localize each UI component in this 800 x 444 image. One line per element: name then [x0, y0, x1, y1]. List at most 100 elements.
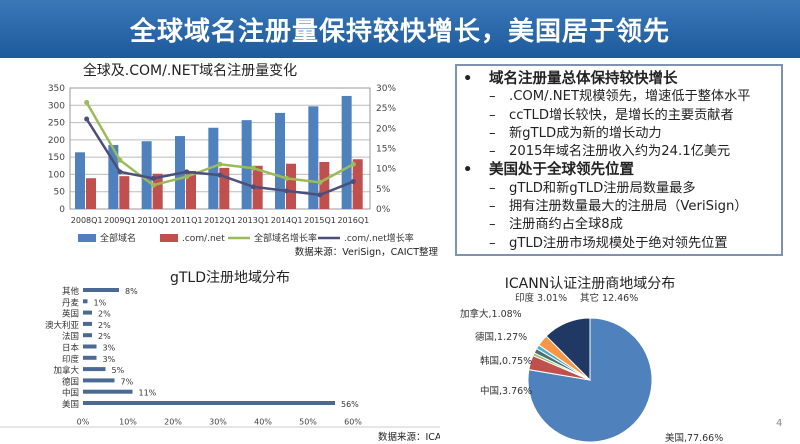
y-category-label: 加拿大 — [53, 365, 79, 376]
bar — [83, 344, 97, 349]
line-point — [250, 165, 256, 171]
chart-title: 全球及.COM/.NET域名注册量变化 — [83, 62, 297, 79]
line-point — [284, 188, 290, 194]
combo-chart: 全球及.COM/.NET域名注册量变化 0 50 100 150 200 250 300 350… — [48, 62, 439, 258]
bar — [83, 310, 92, 315]
chart-title: gTLD注册地域分布 — [170, 270, 290, 286]
slice-label: 韩国,0.75% — [480, 355, 532, 367]
line-point — [150, 182, 156, 188]
y-tick-label: 100 — [48, 170, 65, 180]
line-point — [317, 192, 323, 198]
sub-bullet-text: 注册商约占全球8成 — [509, 217, 623, 233]
x-tick-label: 2010Q1 — [137, 216, 169, 225]
data-label: 56% — [341, 400, 359, 409]
line-point — [350, 179, 356, 185]
slice-label: 加拿大,1.08% — [460, 308, 522, 320]
sub-bullet-marker: – — [489, 144, 496, 160]
x-tick-label: 2013Q1 — [237, 216, 269, 225]
x-tick-label: 2016Q1 — [337, 216, 369, 225]
y-category-label: 英国 — [62, 309, 79, 320]
sub-bullet-marker: – — [489, 235, 496, 251]
line-point — [184, 169, 190, 175]
bar — [83, 389, 133, 394]
x-tick-label: 50% — [299, 417, 317, 426]
y-category-label: 中国 — [62, 388, 79, 399]
data-label: 1% — [94, 298, 107, 307]
bar-all — [308, 106, 319, 209]
sub-bullet: – gTLD和新gTLD注册局数量最多 — [463, 180, 775, 198]
x-tick-label: 2008Q1 — [71, 216, 103, 225]
legend-label: 全部域名增长率 — [254, 232, 317, 244]
bullet-marker: • — [463, 71, 473, 87]
sub-bullet-marker: – — [489, 180, 496, 196]
line-point — [250, 184, 256, 190]
sub-bullet: – .COM/.NET规模领先，增速低于整体水平 — [463, 88, 775, 106]
sub-bullet: – 注册商约占全球8成 — [463, 216, 775, 234]
y-category-label: 澳大利亚 — [45, 320, 80, 331]
sub-bullet-marker: – — [489, 107, 496, 123]
x-tick-label: 2012Q1 — [204, 216, 236, 225]
summary-box: • 域名注册量总体保持较快增长 – .COM/.NET规模领先，增速低于整体水平 – cc… — [455, 64, 783, 256]
source-note: 数据来源：ICANN，CAICT整理 — [378, 431, 440, 443]
bar-comnet — [152, 173, 163, 209]
bar — [83, 288, 119, 292]
bar-all — [341, 95, 352, 209]
y2-tick-label: 25% — [376, 104, 396, 114]
bar — [83, 355, 97, 360]
x-tick-label: 10% — [119, 417, 137, 426]
bar-all — [275, 112, 285, 209]
bar-comnet — [219, 167, 230, 209]
legend-label: .com/.net增长率 — [344, 232, 414, 244]
slice-label: 德国,1.27% — [475, 331, 527, 343]
bar-all — [75, 152, 85, 209]
x-tick-label: 2011Q1 — [171, 216, 203, 225]
bar-comnet — [352, 159, 363, 209]
line-point — [84, 116, 90, 122]
slice-label: 其它 12.46% — [580, 292, 638, 304]
line-point — [84, 100, 90, 106]
y2-tick-label: 30% — [376, 84, 396, 94]
slide-title: 全球域名注册量保持较快增长，美国居于领先 — [0, 0, 800, 58]
y2-tick-label: 0% — [376, 205, 391, 215]
data-label: 11% — [139, 389, 157, 398]
pie-slice — [545, 317, 591, 382]
y2-tick-label: 20% — [376, 124, 396, 134]
y-tick-label: 250 — [48, 119, 65, 129]
y-category-label: 德国 — [62, 376, 79, 387]
y-category-label: 丹麦 — [62, 297, 80, 308]
slice-label: 印度 3.01% — [515, 292, 567, 304]
y-tick-label: 150 — [48, 153, 65, 163]
x-tick-label: 30% — [209, 417, 227, 426]
bullet-marker: • — [463, 162, 473, 179]
x-tick-label: 60% — [344, 417, 362, 426]
sub-bullet: – ccTLD增长较快，是增长的主要贡献者 — [463, 107, 775, 125]
line-point — [317, 179, 323, 185]
sub-bullet-text: .COM/.NET规模领先，增速低于整体水平 — [509, 89, 751, 105]
data-label: 5% — [112, 366, 125, 375]
bullet: • 域名注册量总体保持较快增长 — [463, 70, 775, 88]
bar — [83, 321, 92, 326]
y2-tick-label: 15% — [376, 145, 396, 155]
x-tick-label: 2015Q1 — [304, 216, 336, 225]
sub-bullet-text: gTLD注册市场规模处于绝对领先位置 — [509, 235, 728, 251]
y-category-label: 印度 — [62, 354, 80, 365]
y-category-label: 其他 — [62, 286, 80, 297]
y2-tick-label: 10% — [376, 165, 396, 175]
data-label: 3% — [103, 355, 116, 364]
page-number: 4 — [776, 418, 783, 429]
sub-bullet-marker: – — [489, 217, 496, 233]
sub-bullet-marker: – — [489, 199, 496, 215]
line-point — [184, 174, 190, 180]
sub-bullet-text: gTLD和新gTLD注册局数量最多 — [509, 180, 696, 196]
data-label: 7% — [121, 377, 134, 386]
slice-label: 美国,77.66% — [665, 432, 723, 444]
sub-bullet-text: 拥有注册数量最大的注册局（VeriSign） — [509, 199, 748, 215]
x-tick-label: 40% — [254, 417, 272, 426]
line-point — [217, 172, 223, 178]
bar-comnet — [186, 170, 196, 209]
data-label: 2% — [98, 321, 111, 330]
bar-comnet — [319, 161, 330, 209]
legend-label: .com/.net — [182, 234, 225, 244]
